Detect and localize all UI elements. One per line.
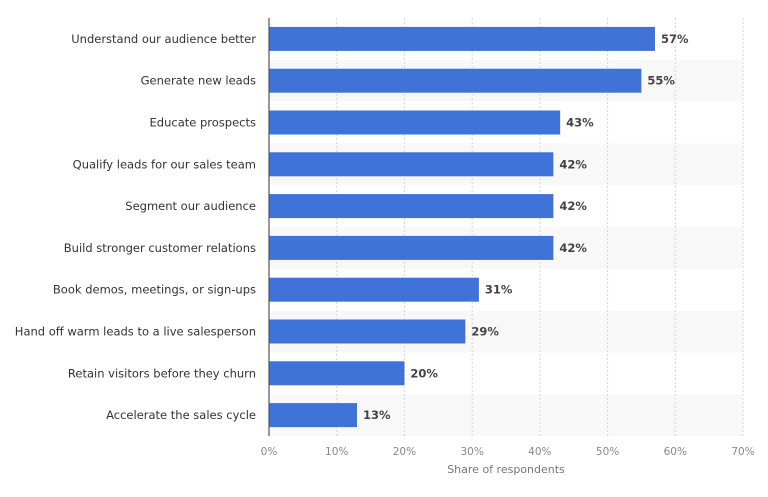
category-labels: Understand our audience better Generate n… — [15, 32, 256, 422]
x-tick-label: 10% — [325, 446, 348, 458]
value-label: 29% — [471, 325, 499, 339]
x-tick-label: 50% — [596, 446, 619, 458]
value-label: 57% — [661, 32, 689, 46]
bar — [269, 152, 554, 177]
x-tick-label: 40% — [528, 446, 551, 458]
value-label: 42% — [559, 241, 587, 255]
bar — [269, 110, 561, 135]
value-label: 55% — [647, 74, 675, 88]
bar — [269, 277, 479, 302]
value-label: 42% — [559, 157, 587, 171]
bar — [269, 403, 358, 428]
category-label: Book demos, meetings, or sign-ups — [53, 283, 256, 297]
category-label: Accelerate the sales cycle — [106, 408, 256, 422]
value-label: 43% — [566, 116, 594, 130]
x-tick-label: 60% — [664, 446, 687, 458]
category-label: Qualify leads for our sales team — [73, 157, 256, 171]
bar — [269, 194, 554, 219]
category-label: Hand off warm leads to a live salesperso… — [15, 325, 256, 339]
x-tick-label: 30% — [460, 446, 483, 458]
bar — [269, 68, 642, 93]
category-label: Educate prospects — [150, 116, 256, 130]
category-label: Understand our audience better — [71, 32, 256, 46]
x-tick-label: 70% — [731, 446, 754, 458]
bar — [269, 319, 466, 344]
value-label: 42% — [559, 199, 587, 213]
x-tick-label: 0% — [261, 446, 278, 458]
x-tick-label: 20% — [393, 446, 416, 458]
category-label: Segment our audience — [125, 199, 256, 213]
value-labels: 57% 55% 43% 42% 42% 42% 31% 29% 20% 13% — [363, 32, 689, 422]
category-label: Retain visitors before they churn — [68, 366, 256, 380]
x-axis-label: Share of respondents — [447, 463, 565, 476]
category-label: Generate new leads — [141, 74, 256, 88]
bar — [269, 26, 655, 51]
category-label: Build stronger customer relations — [64, 241, 256, 255]
bar — [269, 361, 405, 386]
bars — [269, 26, 655, 428]
x-tick-labels: 0% 10% 20% 30% 40% 50% 60% 70% — [261, 446, 755, 458]
value-label: 20% — [410, 366, 438, 380]
value-label: 31% — [485, 283, 513, 297]
bar — [269, 235, 554, 260]
value-label: 13% — [363, 408, 391, 422]
